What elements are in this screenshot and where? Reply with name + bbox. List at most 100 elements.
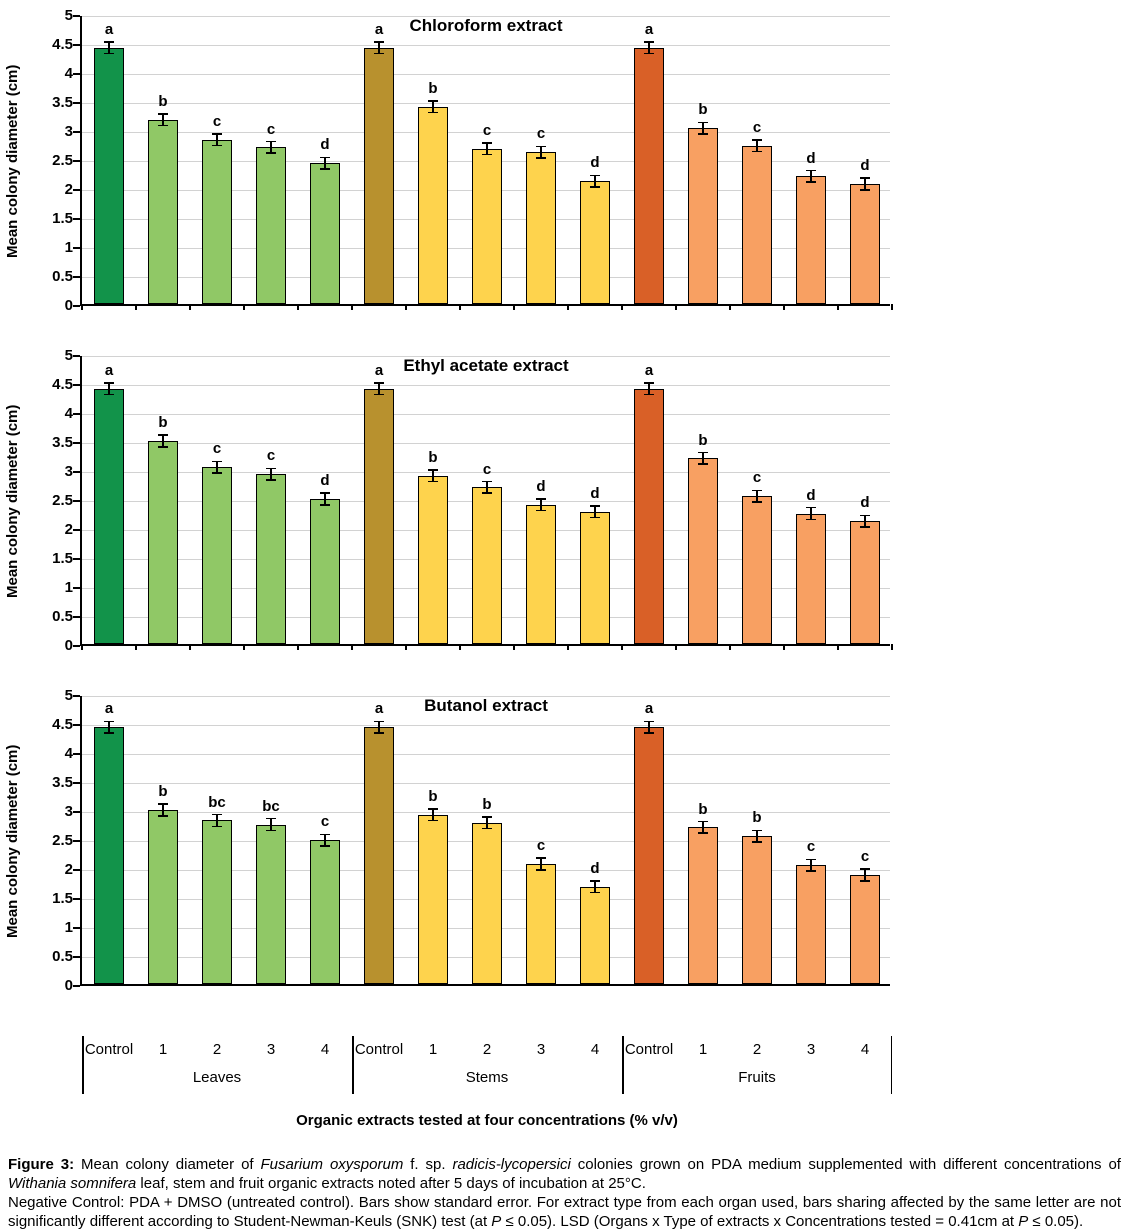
y-tick-mark	[73, 840, 80, 842]
y-tick-mark	[73, 276, 80, 278]
error-bar-cap	[806, 169, 816, 172]
bar-fruits-control	[634, 727, 664, 984]
y-tick-mark	[73, 558, 80, 560]
error-bar	[810, 507, 812, 520]
y-tick-mark	[73, 500, 80, 502]
bar-fruits-1	[688, 128, 718, 304]
error-bar-cap	[698, 463, 708, 465]
error-bar-cap	[698, 133, 708, 135]
error-bar-cap	[158, 434, 168, 436]
gridline	[82, 724, 890, 726]
caption-text-run: Figure 3:	[8, 1156, 75, 1173]
error-bar-cap	[860, 189, 870, 191]
y-tick-mark	[73, 413, 80, 415]
x-tick-mark	[891, 644, 893, 650]
group-separator	[82, 1036, 84, 1094]
error-bar-cap	[482, 827, 492, 830]
error-bar-cap	[212, 133, 222, 135]
gridline	[82, 811, 890, 813]
y-tick-label: 3.5	[52, 774, 73, 791]
y-tick-mark	[73, 753, 80, 755]
y-axis-label-column: Mean colony diameter (cm)	[0, 696, 34, 986]
error-bar-cap	[590, 505, 600, 507]
y-tick-label: 2.5	[52, 152, 73, 169]
x-tick-mark	[621, 644, 623, 650]
gridline	[82, 471, 890, 473]
error-bar-cap	[860, 880, 870, 882]
error-bar	[108, 721, 110, 733]
error-bar-cap	[104, 393, 114, 396]
error-bar-cap	[428, 111, 438, 114]
error-bar-cap	[860, 514, 870, 516]
gridline	[82, 695, 890, 697]
y-tick-label: 2	[64, 181, 73, 198]
error-bar	[162, 804, 164, 816]
y-tick-labels: 5 4.5 4 3.5 3 2.5 2 1.5 1 0.5 0	[34, 347, 80, 654]
gridline	[82, 442, 890, 444]
x-tick-mark	[297, 304, 299, 310]
sig-letter: a	[374, 700, 384, 718]
y-tick-label: 5	[64, 347, 73, 364]
error-bar-cap	[806, 181, 816, 183]
category-label: 3	[536, 1041, 546, 1058]
x-tick-mark	[81, 644, 83, 650]
plot-area: Chloroform extract a b c c d a b c c d a b c d d	[73, 15, 893, 310]
category-label: 4	[320, 1041, 330, 1058]
error-bar	[864, 178, 866, 190]
y-tick-label: 5	[64, 687, 73, 704]
error-bar-cap	[266, 152, 276, 154]
y-tick-mark	[73, 160, 80, 162]
bar-leaves-3	[256, 824, 286, 984]
bar-leaves-control	[94, 388, 124, 644]
sig-letter: b	[482, 795, 492, 813]
sig-letter: b	[158, 414, 168, 432]
gridline	[82, 73, 890, 75]
sig-letter: b	[428, 787, 438, 805]
chart-ethyl-acetate-extract: Mean colony diameter (cm) 5 4.5 4 3.5 3 2.5 2 1.…	[0, 347, 1129, 654]
bar-leaves-2	[202, 467, 232, 644]
y-axis-label: Mean colony diameter (cm)	[4, 404, 21, 598]
sig-letter: a	[104, 20, 114, 38]
y-tick-label: 2	[64, 861, 73, 878]
error-bar-cap	[212, 460, 222, 463]
x-tick-mark	[459, 304, 461, 310]
category-label: 1	[428, 1041, 438, 1058]
bar-leaves-3	[256, 474, 286, 644]
sig-letter: d	[590, 859, 600, 877]
y-tick-label: 2	[64, 521, 73, 538]
bar-leaves-1	[148, 810, 178, 984]
bar-leaves-control	[94, 47, 124, 304]
y-tick-label: 1	[64, 579, 73, 596]
chart-chloroform-extract: Mean colony diameter (cm) 5 4.5 4 3.5 3 2.5 2 1.…	[0, 7, 1129, 314]
error-bar	[216, 461, 218, 473]
error-bar-cap	[752, 150, 762, 153]
category-label: Control	[354, 1041, 404, 1058]
x-tick-mark	[81, 304, 83, 310]
gridline	[82, 15, 890, 17]
sig-letter: c	[482, 460, 492, 478]
error-bar	[756, 830, 758, 842]
caption-text-run: Fusarium oxysporum	[260, 1156, 404, 1173]
sig-letter: d	[590, 484, 600, 502]
y-tick-mark	[73, 73, 80, 75]
error-bar-cap	[644, 41, 654, 43]
group-label: Stems	[465, 1069, 509, 1086]
y-tick-label: 2.5	[52, 832, 73, 849]
error-bar	[810, 170, 812, 183]
error-bar-cap	[104, 720, 114, 723]
y-tick-label: 1.5	[52, 210, 73, 227]
error-bar-cap	[320, 156, 330, 159]
error-bar-cap	[536, 857, 546, 859]
gridline	[82, 753, 890, 755]
y-tick-mark	[73, 355, 80, 357]
error-bar-cap	[428, 100, 438, 102]
error-bar-cap	[320, 845, 330, 847]
error-bar-cap	[428, 819, 438, 822]
y-tick-label: 3	[64, 463, 73, 480]
y-tick-mark	[73, 305, 80, 307]
plot-area: Butanol extract a b bc bc c a b b c d a b b c c	[73, 695, 890, 987]
sig-letter: b	[698, 101, 708, 119]
error-bar-cap	[536, 509, 546, 512]
caption-text-run: colonies grown on PDA medium supplemente…	[570, 1156, 1121, 1173]
category-label: 1	[698, 1041, 708, 1058]
